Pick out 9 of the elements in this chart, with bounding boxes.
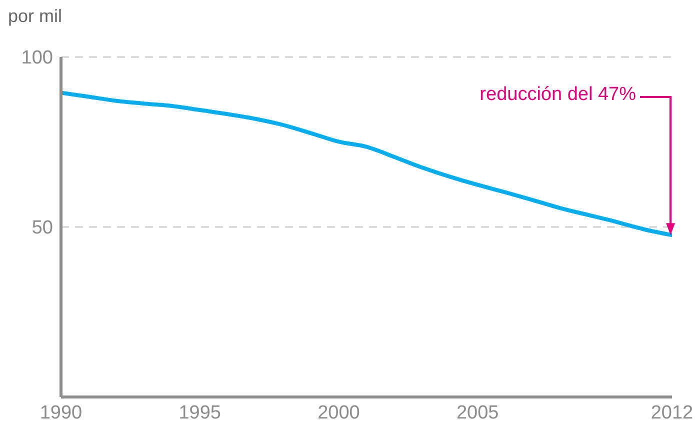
x-tick-label: 2000 [318,402,360,424]
y-tick-label: 50 [32,218,53,239]
y-axis-title: por mil [8,6,62,27]
x-tick-label: 2012 [650,402,694,424]
annotation: reducción del 47% [480,84,636,106]
x-tick-label: 1990 [40,402,82,424]
x-tick-label: 1995 [178,402,222,424]
x-tick-label: 2005 [456,402,499,424]
y-tick-label: 100 [21,48,53,69]
